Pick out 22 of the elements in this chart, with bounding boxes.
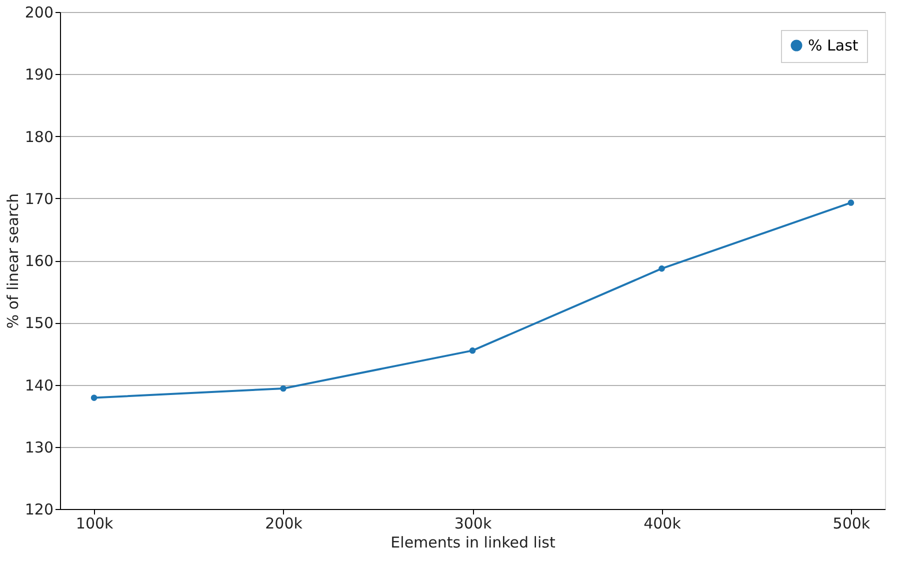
y-tick-label: 200 xyxy=(24,4,54,22)
x-tick-label: 200k xyxy=(265,514,303,532)
y-tick-label: 140 xyxy=(24,376,54,394)
y-tick-label: 190 xyxy=(24,66,54,84)
point xyxy=(658,265,665,272)
point xyxy=(280,385,286,392)
y-tick-label: 180 xyxy=(24,128,54,146)
legend-label: % Last xyxy=(808,36,858,54)
y-axis-title: % of linear search xyxy=(4,193,22,329)
y-tick-label: 120 xyxy=(24,500,54,518)
x-tick-label: 300k xyxy=(454,514,492,532)
y-tick-label: 150 xyxy=(24,314,54,332)
x-tick-label: 500k xyxy=(832,514,870,532)
y-tick-label: 160 xyxy=(24,252,54,270)
y-tick-label: 130 xyxy=(24,438,54,456)
y-tick-label: 170 xyxy=(24,190,54,208)
point xyxy=(848,200,854,206)
point xyxy=(90,394,98,401)
x-tick-label: 400k xyxy=(644,514,682,532)
point xyxy=(469,347,476,354)
x-axis-title: Elements in linked list xyxy=(390,534,556,552)
x-tick-label: 100k xyxy=(76,514,114,532)
